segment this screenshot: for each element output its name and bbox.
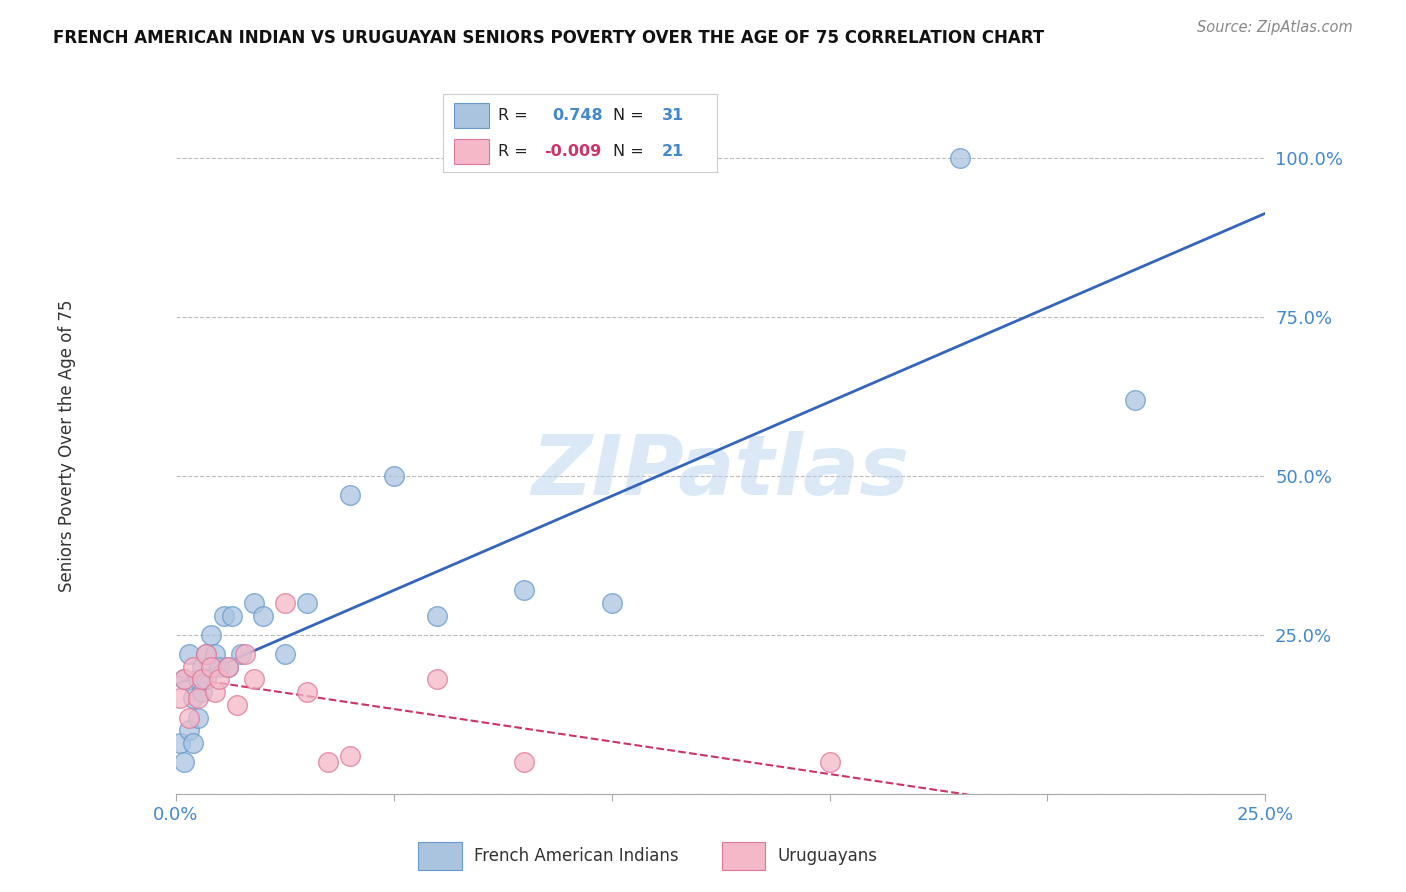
Point (177, 647, 200, 661)
Point (186, 691, 209, 706)
Point (382, 469, 405, 483)
Point (181, 659, 204, 673)
Text: Seniors Poverty Over the Age of 75: Seniors Poverty Over the Age of 75 (59, 300, 76, 592)
Point (195, 673, 218, 687)
Point (513, 755, 536, 769)
Point (181, 736, 204, 750)
Point (181, 691, 204, 706)
Point (200, 628, 222, 642)
Point (169, 736, 191, 750)
Point (318, 755, 340, 769)
Point (818, 755, 841, 769)
Point (600, 596, 623, 610)
Point (426, 608, 449, 623)
Point (513, 583, 536, 598)
Text: Uruguayans: Uruguayans (778, 847, 877, 865)
Point (274, 647, 297, 661)
Point (212, 608, 235, 623)
Point (177, 710, 200, 724)
Text: ZIPatlas: ZIPatlas (531, 431, 910, 512)
Text: Source: ZipAtlas.com: Source: ZipAtlas.com (1197, 20, 1353, 35)
Point (235, 647, 257, 661)
Point (173, 673, 195, 687)
Point (195, 647, 218, 661)
Point (191, 659, 214, 673)
Point (274, 596, 297, 610)
Point (217, 659, 239, 673)
Point (191, 673, 214, 687)
Point (186, 710, 209, 724)
Point (191, 685, 214, 699)
Bar (419, 842, 461, 870)
Text: R =: R = (498, 145, 527, 160)
Point (169, 691, 191, 706)
Point (295, 685, 318, 699)
Point (225, 698, 247, 712)
Text: FRENCH AMERICAN INDIAN VS URUGUAYAN SENIORS POVERTY OVER THE AGE OF 75 CORRELATI: FRENCH AMERICAN INDIAN VS URUGUAYAN SENI… (53, 29, 1045, 46)
Point (295, 596, 318, 610)
Point (243, 673, 266, 687)
Text: French American Indians: French American Indians (474, 847, 679, 865)
Bar (454, 139, 489, 164)
Text: -0.009: -0.009 (544, 145, 602, 160)
Point (949, 151, 972, 165)
Text: 0.748: 0.748 (553, 108, 603, 123)
Bar (721, 842, 765, 870)
Point (204, 647, 226, 661)
Text: N =: N = (613, 108, 644, 123)
Text: N =: N = (613, 145, 644, 160)
Point (1123, 392, 1146, 407)
Point (243, 596, 266, 610)
Point (200, 659, 222, 673)
Point (208, 673, 231, 687)
Point (339, 748, 361, 763)
Point (231, 647, 253, 661)
Bar (454, 103, 489, 128)
Point (426, 673, 449, 687)
Point (177, 723, 200, 738)
Point (195, 647, 218, 661)
Point (252, 608, 274, 623)
Point (173, 673, 195, 687)
Point (217, 659, 239, 673)
Text: R =: R = (498, 108, 527, 123)
Point (221, 608, 243, 623)
Point (173, 755, 195, 769)
Point (208, 659, 231, 673)
Point (339, 488, 361, 502)
Text: 21: 21 (662, 145, 685, 160)
Point (186, 673, 209, 687)
Text: 31: 31 (662, 108, 685, 123)
Point (204, 685, 226, 699)
